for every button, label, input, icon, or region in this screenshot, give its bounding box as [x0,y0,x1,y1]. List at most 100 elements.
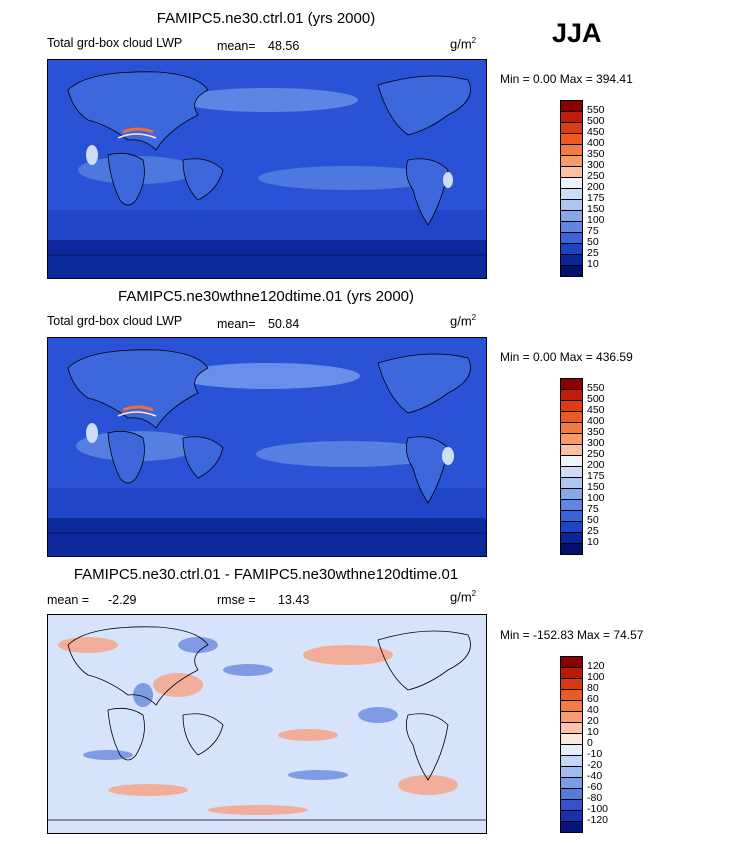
colorbar-label: 60 [587,693,599,705]
colorbar-label: -80 [587,792,603,804]
panel-1-map [47,59,487,279]
colorbar-label: 0 [587,737,593,749]
colorbar-swatch [561,778,582,789]
colorbar-swatch [561,211,582,222]
colorbar-swatch [561,489,582,500]
colorbar-swatch [561,379,582,390]
colorbar-swatch [561,445,582,456]
panel-3-map [47,614,487,834]
colorbar-label: 250 [587,448,605,460]
panel-3-rmse-value: 13.43 [278,593,310,607]
colorbar-swatch [561,178,582,189]
colorbar-swatch [561,811,582,822]
panel-1-variable: Total grd-box cloud LWP [47,36,183,50]
colorbar-swatch [561,244,582,255]
colorbar-swatch [561,266,582,277]
colorbar-label: 75 [587,503,599,515]
panel-3-colorbar-swatches [560,656,583,833]
colorbar-label: -100 [587,803,609,815]
colorbar-label: 10 [587,258,599,270]
colorbar-label: 120 [587,660,605,672]
colorbar-swatch [561,156,582,167]
colorbar-swatch [561,756,582,767]
colorbar-label: 500 [587,393,605,405]
panel-1-mean-value: 48.56 [268,39,300,53]
panel-3-units: g/m2 [450,589,477,605]
panel-2-title: FAMIPC5.ne30wthne120dtime.01 (yrs 2000) [118,288,414,305]
panel-3-mean-label: mean = [47,593,90,607]
colorbar-label: -10 [587,748,603,760]
colorbar-swatch [561,745,582,756]
season-label: JJA [552,18,602,48]
colorbar-label: 175 [587,192,605,204]
colorbar-swatch [561,390,582,401]
colorbar-swatch [561,712,582,723]
colorbar-swatch [561,233,582,244]
panel-3-minmax: Min = -152.83 Max = 74.57 [500,628,644,642]
colorbar-label: 350 [587,148,605,160]
colorbar-swatch [561,145,582,156]
colorbar-swatch [561,401,582,412]
colorbar-swatch [561,189,582,200]
colorbar-label: 80 [587,682,599,694]
colorbar-label: 450 [587,126,605,138]
colorbar-swatch [561,822,582,833]
colorbar-swatch [561,701,582,712]
colorbar-swatch [561,767,582,778]
colorbar-swatch [561,112,582,123]
colorbar-swatch [561,522,582,533]
colorbar-label: 75 [587,225,599,237]
colorbar-swatch [561,734,582,745]
colorbar-label: 200 [587,181,605,193]
colorbar-swatch [561,456,582,467]
colorbar-label: 150 [587,481,605,493]
colorbar-swatch [561,500,582,511]
colorbar-label: 25 [587,247,599,259]
colorbar-swatch [561,200,582,211]
colorbar-label: 400 [587,137,605,149]
panel-2-mean-label: mean= [217,317,256,331]
panel-2-units: g/m2 [450,313,477,329]
panel-1-mean-label: mean= [217,39,256,53]
colorbar-swatch [561,657,582,668]
colorbar-label: 550 [587,104,605,116]
colorbar-label: 100 [587,492,605,504]
colorbar-label: 150 [587,203,605,215]
colorbar-swatch [561,544,582,555]
colorbar-label: 10 [587,726,599,738]
colorbar-swatch [561,134,582,145]
colorbar-swatch [561,789,582,800]
panel-1-minmax: Min = 0.00 Max = 394.41 [500,72,633,86]
colorbar-label: 10 [587,536,599,548]
colorbar-swatch [561,423,582,434]
colorbar-swatch [561,123,582,134]
colorbar-label: 300 [587,437,605,449]
colorbar-swatch [561,412,582,423]
colorbar-swatch [561,511,582,522]
colorbar-label: 350 [587,426,605,438]
colorbar-swatch [561,222,582,233]
panel-3-mean-value: -2.29 [108,593,137,607]
colorbar-label: 25 [587,525,599,537]
colorbar-label: -60 [587,781,603,793]
colorbar-label: 450 [587,404,605,416]
panel-3-rmse-label: rmse = [217,593,256,607]
colorbar-label: 250 [587,170,605,182]
colorbar-swatch [561,679,582,690]
colorbar-swatch [561,800,582,811]
colorbar-swatch [561,255,582,266]
panel-2-minmax: Min = 0.00 Max = 436.59 [500,350,633,364]
colorbar-label: 50 [587,514,599,526]
colorbar-label: 175 [587,470,605,482]
colorbar-swatch [561,101,582,112]
panel-1-title: FAMIPC5.ne30.ctrl.01 (yrs 2000) [156,10,376,27]
colorbar-swatch [561,167,582,178]
colorbar-label: 40 [587,704,599,716]
colorbar-label: 500 [587,115,605,127]
panel-3-title: FAMIPC5.ne30.ctrl.01 - FAMIPC5.ne30wthne… [73,566,459,583]
colorbar-label: -120 [587,814,609,826]
colorbar-swatch [561,478,582,489]
colorbar-swatch [561,690,582,701]
colorbar-label: 550 [587,382,605,394]
colorbar-swatch [561,467,582,478]
